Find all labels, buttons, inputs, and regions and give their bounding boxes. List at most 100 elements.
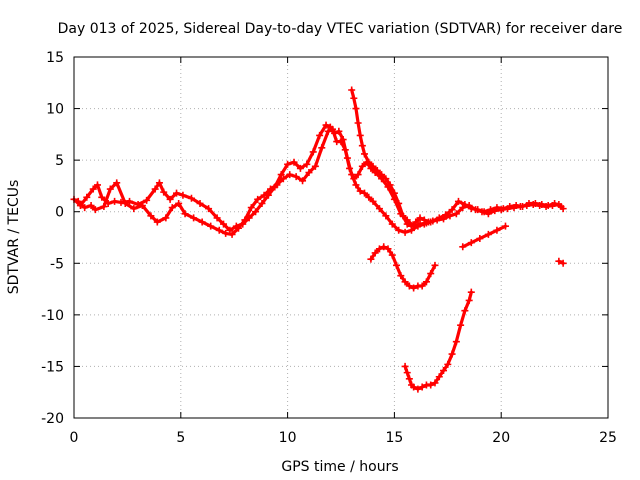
data-point: [254, 195, 262, 203]
x-tick-label: 5: [176, 430, 185, 446]
data-point: [337, 138, 345, 146]
data-point: [260, 191, 268, 199]
data-point: [388, 251, 396, 259]
data-point: [397, 272, 405, 280]
plot-frame: [73, 56, 609, 419]
data-point: [501, 222, 509, 230]
data-point: [429, 217, 437, 225]
data-point: [551, 199, 559, 207]
data-point: [341, 146, 349, 154]
data-point: [296, 164, 304, 172]
data-point: [147, 212, 155, 220]
data-point: [168, 204, 176, 212]
data-point: [410, 284, 418, 292]
data-point: [130, 205, 138, 213]
y-tick-label: -10: [41, 308, 64, 324]
data-point: [484, 230, 492, 238]
data-point: [100, 203, 108, 211]
chart-title: Day 013 of 2025, Sidereal Day-to-day VTE…: [58, 21, 623, 37]
x-tick-label: 15: [385, 430, 403, 446]
data-point: [220, 220, 228, 228]
data-point: [190, 214, 198, 222]
data-point: [258, 199, 266, 207]
data-point: [531, 199, 539, 207]
data-point: [448, 206, 456, 214]
data-point: [440, 367, 448, 375]
data-point: [87, 202, 95, 210]
data-point: [442, 211, 450, 219]
data-point: [113, 179, 121, 187]
data-point: [384, 245, 392, 253]
data-point: [506, 203, 514, 211]
y-tick-label: 0: [55, 205, 64, 221]
data-point: [512, 202, 520, 210]
data-point: [234, 224, 242, 232]
data-point: [175, 199, 183, 207]
data-point: [369, 162, 377, 170]
data-point: [316, 131, 324, 139]
data-point: [465, 296, 473, 304]
data-point: [179, 191, 187, 199]
data-point: [382, 175, 390, 183]
data-point: [519, 203, 527, 211]
x-tick-label: 0: [70, 430, 79, 446]
data-point: [422, 278, 430, 286]
data-point: [431, 261, 439, 269]
data-point: [322, 121, 330, 129]
data-point: [346, 164, 354, 172]
y-tick-label: -15: [41, 359, 64, 375]
data-point: [431, 379, 439, 387]
data-point: [401, 228, 409, 236]
data-point: [454, 197, 462, 205]
data-point: [538, 200, 546, 208]
data-point: [416, 214, 424, 222]
data-point: [461, 200, 469, 208]
data-point: [499, 205, 507, 213]
data-point: [277, 171, 285, 179]
series-track-mid-dip: [367, 243, 439, 292]
series-line: [350, 88, 431, 228]
x-tick-label: 25: [599, 430, 617, 446]
data-point: [395, 226, 403, 234]
data-point: [403, 369, 411, 377]
data-point: [290, 158, 298, 166]
data-point: [365, 193, 373, 201]
data-point: [358, 142, 366, 150]
data-point: [111, 197, 119, 205]
data-point: [352, 181, 360, 189]
data-point: [444, 360, 452, 368]
data-point: [403, 220, 411, 228]
data-point: [284, 160, 292, 168]
plot-area: [70, 86, 567, 393]
data-point: [81, 204, 89, 212]
data-point: [401, 278, 409, 286]
y-axis-label: SDTVAR / TECUs: [6, 180, 22, 295]
data-point: [390, 189, 398, 197]
data-point: [555, 257, 563, 265]
data-point: [350, 94, 358, 102]
data-point: [425, 218, 433, 226]
data-point: [452, 338, 460, 346]
data-point: [153, 218, 161, 226]
axes: 0 5 10 15 20 25 -20 -15 -10 -5 0 5 10 15: [41, 50, 617, 446]
data-point: [557, 203, 565, 211]
series-track-main-a: [70, 121, 567, 236]
data-point: [247, 204, 255, 212]
data-point: [448, 350, 456, 358]
data-point: [418, 383, 426, 391]
data-point: [382, 212, 390, 220]
data-point: [305, 169, 313, 177]
data-point: [452, 210, 460, 218]
data-point: [215, 226, 223, 234]
y-tick-label: 10: [46, 102, 64, 118]
y-tick-label: 5: [55, 153, 64, 169]
data-point: [410, 383, 418, 391]
data-point: [371, 249, 379, 257]
data-point: [418, 282, 426, 290]
data-point: [91, 206, 99, 214]
data-point: [207, 222, 215, 230]
data-point: [151, 185, 159, 193]
data-point: [467, 288, 475, 296]
data-point: [348, 86, 356, 94]
data-point: [493, 226, 501, 234]
